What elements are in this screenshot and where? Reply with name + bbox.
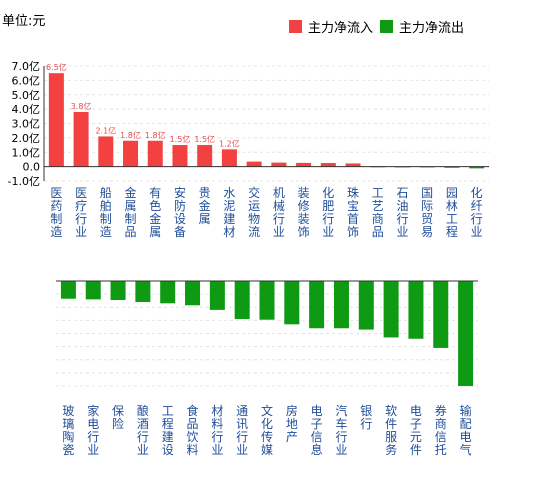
bar-top (444, 166, 460, 168)
category-label-bottom: 工程建设 (162, 404, 174, 457)
bar-top (296, 162, 312, 167)
category-label-bottom: 券商信托 (435, 403, 447, 457)
bar-bottom (458, 281, 474, 386)
bar-top (320, 163, 336, 167)
bar-bottom (433, 281, 449, 348)
bar-bottom (234, 281, 250, 320)
category-label-bottom: 输配电气 (460, 403, 472, 457)
bar-bottom (333, 281, 349, 329)
bar-bottom (383, 281, 399, 338)
bar-bottom (209, 281, 225, 310)
category-label-bottom: 酿酒行业 (137, 403, 149, 457)
category-label-bottom: 材料行业 (211, 404, 223, 457)
y-tick-label-top: 5.0亿 (12, 89, 41, 102)
bar-bottom (259, 281, 275, 320)
bar-bottom (160, 281, 176, 304)
category-label-top: 珠宝首饰 (347, 186, 359, 239)
category-label-top: 工艺商品 (372, 186, 384, 239)
bar-top (147, 140, 163, 167)
bar-top (123, 140, 139, 167)
category-label-top: 交运物流 (248, 185, 260, 239)
category-label-top: 园林工程 (446, 186, 458, 239)
data-label-top: 1.5亿 (194, 134, 215, 144)
bar-top (345, 163, 361, 167)
category-label-top: 船舶制造 (100, 186, 112, 239)
data-label-top: 2.1亿 (95, 125, 116, 135)
legend-item-inflow[interactable]: 主力净流入 (289, 17, 373, 36)
bar-bottom (110, 281, 126, 301)
data-label-top: 3.8亿 (71, 101, 92, 111)
legend-swatch-outflow (380, 20, 394, 33)
bar-top (469, 166, 485, 169)
data-label-top: 1.2亿 (219, 138, 240, 148)
category-label-bottom: 电子信息 (311, 404, 323, 457)
data-label-top: 6.5亿 (46, 62, 67, 72)
y-tick-label-top: -1.0亿 (8, 175, 40, 188)
category-label-top: 化纤行业 (471, 186, 483, 239)
category-label-bottom: 保险 (112, 404, 124, 431)
category-label-bottom: 通讯行业 (236, 404, 248, 457)
y-tick-label-top: 3.0亿 (12, 118, 41, 131)
bar-bottom (358, 281, 374, 330)
legend-item-outflow[interactable]: 主力净流出 (380, 17, 464, 36)
y-tick-label-top: 4.0亿 (12, 103, 41, 116)
legend-label-inflow: 主力净流入 (308, 21, 374, 36)
bar-bottom (135, 281, 151, 302)
category-label-top: 安防设备 (174, 185, 186, 239)
category-label-bottom: 软件服务 (385, 404, 397, 457)
bar-top (172, 145, 188, 167)
bar-bottom (284, 281, 300, 325)
bar-top (271, 162, 287, 167)
bar-top (246, 161, 262, 167)
bar-top (197, 145, 213, 167)
category-label-bottom: 玻璃陶瓷 (62, 404, 74, 457)
category-label-top: 医疗行业 (75, 186, 87, 239)
data-label-top: 1.8亿 (120, 130, 141, 140)
category-label-bottom: 房地产 (286, 403, 298, 444)
category-label-bottom: 电子元件 (410, 404, 422, 457)
bar-top (48, 73, 64, 167)
y-tick-label-top: 7.0亿 (12, 60, 41, 73)
legend: 主力净流入 主力净流出 (289, 17, 471, 36)
y-tick-label-top: 0.0 (23, 161, 41, 174)
category-label-top: 装修装饰 (298, 186, 310, 239)
category-label-top: 石油行业 (396, 186, 408, 239)
legend-label-outflow: 主力净流出 (399, 21, 465, 36)
bar-top (221, 149, 237, 167)
y-tick-label-top: 2.0亿 (12, 132, 41, 145)
category-label-top: 国际贸易 (421, 186, 433, 239)
category-label-top: 医药制造 (50, 186, 62, 239)
bar-bottom (85, 281, 101, 300)
category-label-bottom: 家电行业 (87, 403, 99, 457)
y-tick-label-top: 6.0亿 (12, 74, 41, 87)
data-label-top: 1.5亿 (170, 134, 191, 144)
bar-bottom (185, 281, 201, 306)
data-label-top: 1.8亿 (145, 130, 166, 140)
category-label-bottom: 食品饮料 (187, 403, 199, 457)
category-label-top: 化肥行业 (322, 186, 334, 239)
unit-label: 单位:元 (2, 14, 46, 29)
category-label-top: 水泥建材 (223, 186, 235, 239)
category-label-top: 机械行业 (273, 186, 285, 239)
legend-swatch-inflow (289, 20, 302, 33)
bar-top (98, 136, 114, 167)
bar-top (73, 112, 89, 167)
bar-bottom (408, 281, 424, 339)
category-label-top: 有色金属 (149, 186, 161, 239)
category-label-top: 金属制品 (125, 185, 137, 239)
category-label-bottom: 银行 (360, 404, 372, 431)
bar-bottom (60, 281, 76, 299)
category-label-bottom: 文化传媒 (261, 403, 273, 457)
category-label-bottom: 汽车行业 (335, 403, 347, 457)
y-tick-label-top: 1.0亿 (12, 146, 41, 159)
bar-bottom (309, 281, 325, 329)
category-label-top: 贵金属 (199, 186, 211, 226)
